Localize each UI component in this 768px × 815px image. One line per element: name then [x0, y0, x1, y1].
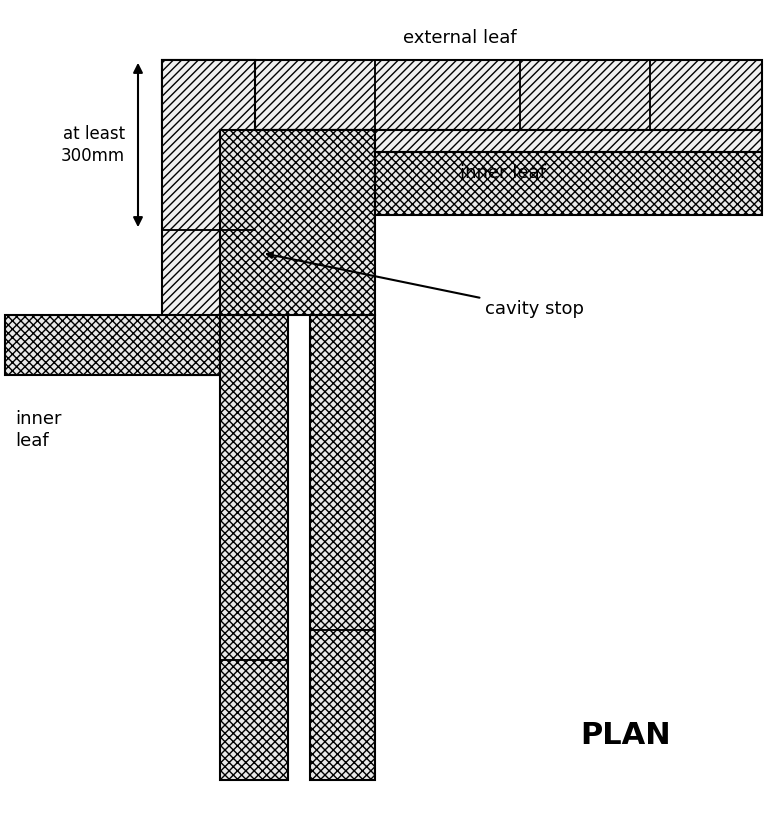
Text: external leaf: external leaf [403, 29, 517, 47]
Bar [162, 60, 762, 130]
Text: PLAN: PLAN [580, 720, 670, 750]
Bar [162, 60, 255, 375]
Bar [220, 315, 288, 780]
Bar [310, 315, 375, 780]
Text: at least
300mm: at least 300mm [61, 125, 125, 165]
Bar [310, 152, 762, 215]
Text: cavity stop: cavity stop [267, 253, 584, 318]
Text: inner
leaf: inner leaf [15, 410, 61, 450]
Bar [310, 130, 762, 152]
Bar [5, 315, 220, 375]
Text: inner leaf: inner leaf [460, 164, 546, 182]
Bar [220, 130, 375, 315]
